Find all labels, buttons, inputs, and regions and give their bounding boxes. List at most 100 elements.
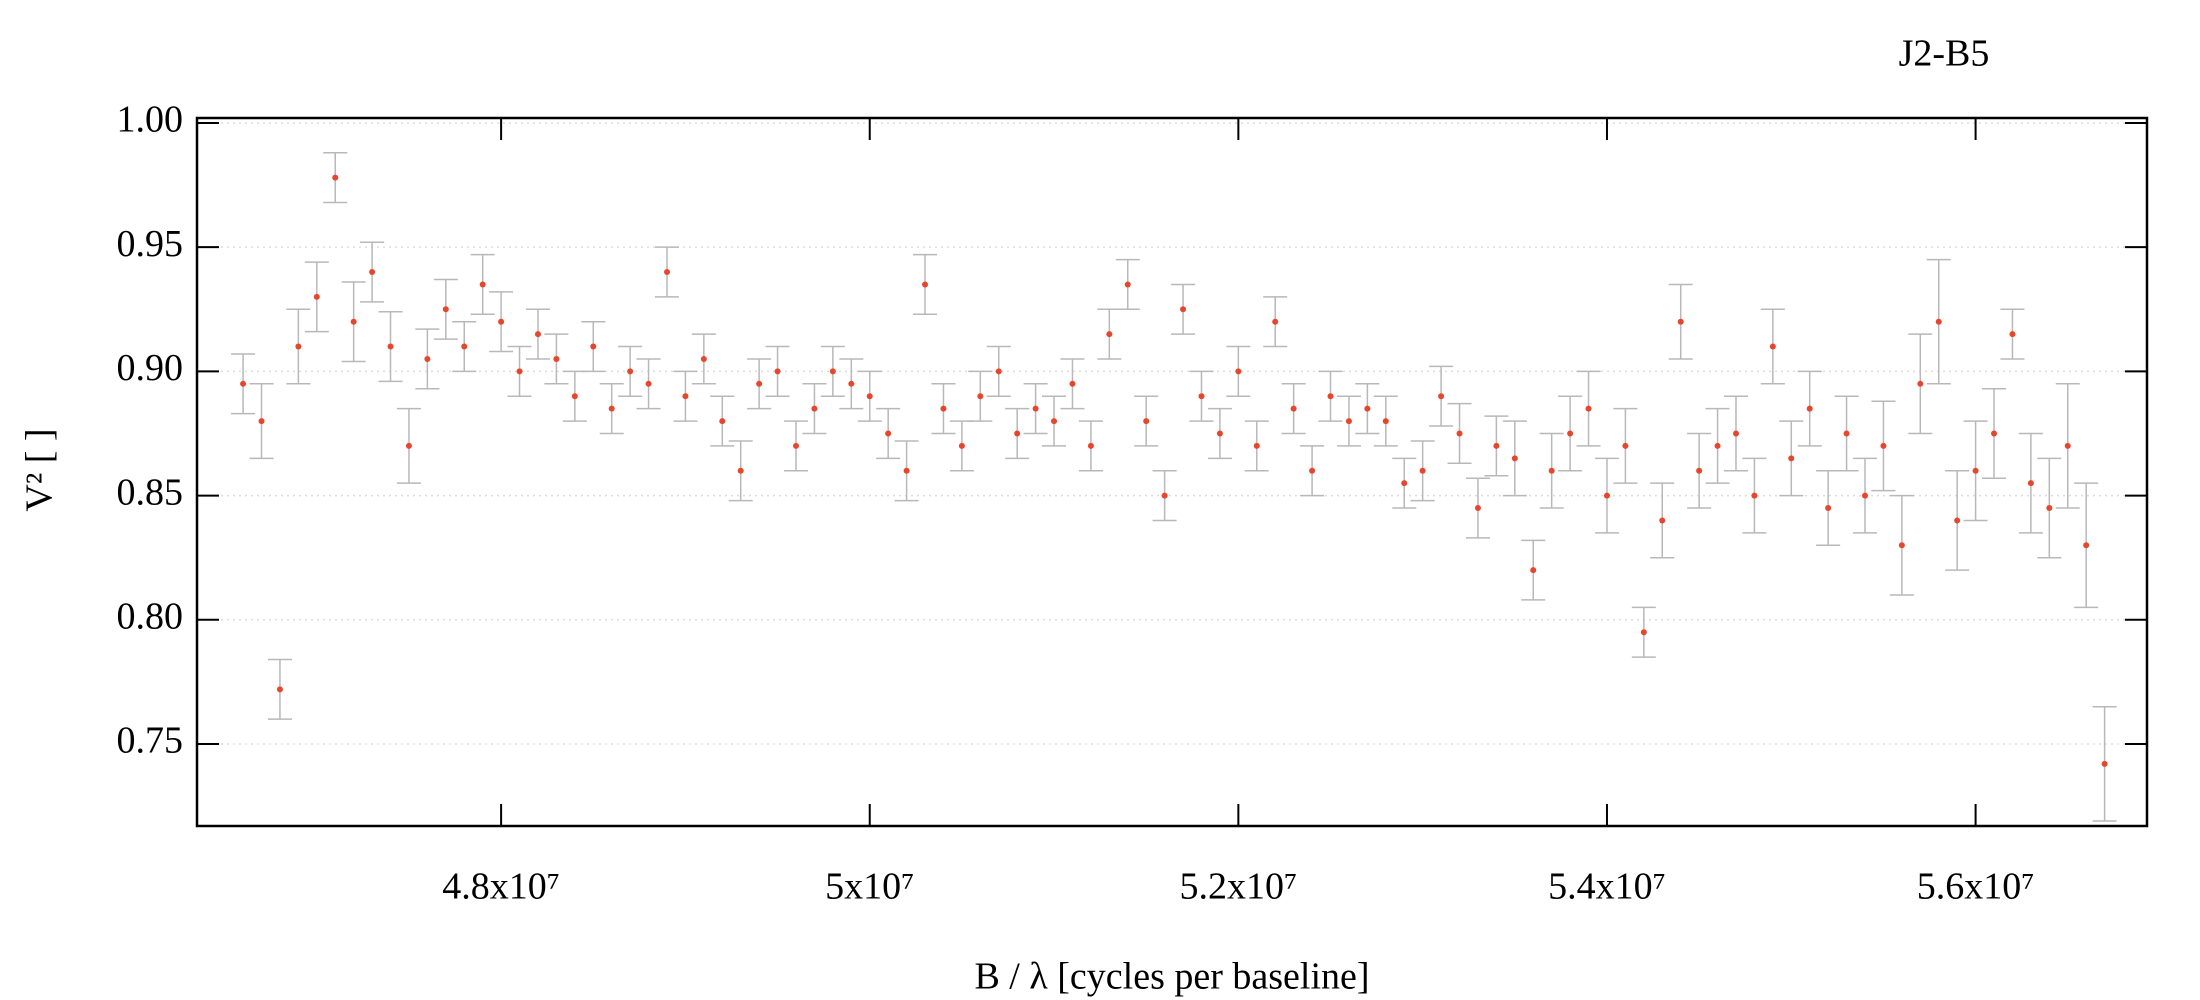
data-point <box>1143 418 1150 425</box>
data-point <box>1880 442 1887 449</box>
data-point <box>240 380 247 387</box>
data-point <box>1972 467 1979 474</box>
data-point <box>682 393 689 400</box>
data-point <box>995 368 1002 375</box>
data-point <box>405 442 412 449</box>
data-point <box>1382 418 1389 425</box>
data-point <box>1548 467 1555 474</box>
data-point <box>1161 492 1168 499</box>
data-point <box>1954 517 1961 524</box>
data-point <box>940 405 947 412</box>
data-point <box>1456 430 1463 437</box>
data-point <box>1051 418 1058 425</box>
y-tick-label: 0.85 <box>117 471 184 513</box>
y-tick-label: 0.75 <box>117 720 184 762</box>
data-point <box>793 442 800 449</box>
data-point <box>1493 442 1500 449</box>
data-point <box>1567 430 1574 437</box>
data-point <box>276 686 283 693</box>
data-point <box>516 368 523 375</box>
data-point <box>1603 492 1610 499</box>
data-point <box>2083 542 2090 549</box>
data-point <box>1014 430 1021 437</box>
data-point <box>1438 393 1445 400</box>
data-point <box>1345 418 1352 425</box>
data-point <box>424 355 431 362</box>
data-point <box>922 281 929 288</box>
data-point <box>719 418 726 425</box>
data-point <box>1401 480 1408 487</box>
data-point <box>848 380 855 387</box>
y-axis-label: V² [ ] <box>19 428 61 511</box>
data-point <box>1216 430 1223 437</box>
data-point <box>1474 505 1481 512</box>
data-point <box>663 269 670 276</box>
data-point <box>1825 505 1832 512</box>
data-point <box>700 355 707 362</box>
data-point <box>1272 318 1279 325</box>
data-point <box>1419 467 1426 474</box>
x-tick-label: 5x10⁷ <box>825 866 914 908</box>
data-point <box>387 343 394 350</box>
y-tick-label: 0.95 <box>117 223 184 265</box>
x-tick-label: 5.4x10⁷ <box>1548 866 1666 908</box>
data-point <box>369 269 376 276</box>
data-point <box>498 318 505 325</box>
data-point <box>1290 405 1297 412</box>
data-point <box>756 380 763 387</box>
data-point <box>737 467 744 474</box>
x-tick-label: 4.8x10⁷ <box>442 866 560 908</box>
data-point <box>1087 442 1094 449</box>
data-point <box>1714 442 1721 449</box>
plot-frame <box>195 116 2149 828</box>
data-point <box>332 174 339 181</box>
data-point <box>1309 467 1316 474</box>
data-point <box>1253 442 1260 449</box>
data-point <box>350 318 357 325</box>
data-point <box>977 393 984 400</box>
data-point <box>1511 455 1518 462</box>
y-tick-label: 1.00 <box>117 99 184 141</box>
data-point <box>1677 318 1684 325</box>
data-point <box>479 281 486 288</box>
data-point <box>1862 492 1869 499</box>
data-point <box>442 306 449 313</box>
data-point <box>903 467 910 474</box>
data-point <box>553 355 560 362</box>
data-point <box>1696 467 1703 474</box>
data-point <box>1198 393 1205 400</box>
data-point <box>313 293 320 300</box>
data-point <box>1898 542 1905 549</box>
data-point <box>1069 380 1076 387</box>
data-point <box>571 393 578 400</box>
data-point <box>2101 760 2108 767</box>
data-point <box>1732 430 1739 437</box>
data-point <box>2009 331 2016 338</box>
data-point <box>1032 405 1039 412</box>
data-point <box>1327 393 1334 400</box>
data-point <box>627 368 634 375</box>
data-point <box>958 442 965 449</box>
data-point <box>774 368 781 375</box>
data-point <box>534 331 541 338</box>
data-point <box>1991 430 1998 437</box>
data-point <box>1235 368 1242 375</box>
data-point <box>1124 281 1131 288</box>
data-point <box>1769 343 1776 350</box>
chart-title: J2-B5 <box>1899 33 1990 75</box>
data-point <box>1843 430 1850 437</box>
data-point <box>1788 455 1795 462</box>
data-point <box>1935 318 1942 325</box>
data-point <box>885 430 892 437</box>
data-point <box>1622 442 1629 449</box>
data-point <box>1364 405 1371 412</box>
data-point <box>829 368 836 375</box>
data-point <box>2046 505 2053 512</box>
data-point <box>1659 517 1666 524</box>
data-point <box>2027 480 2034 487</box>
data-point <box>811 405 818 412</box>
data-point <box>295 343 302 350</box>
x-tick-label: 5.2x10⁷ <box>1179 866 1297 908</box>
data-point <box>1530 567 1537 574</box>
